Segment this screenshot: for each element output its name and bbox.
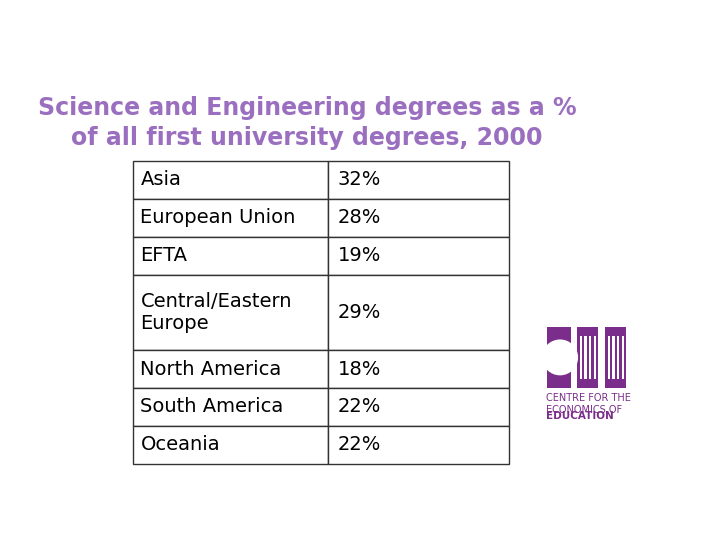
- Text: 22%: 22%: [338, 435, 381, 454]
- Bar: [557, 344, 573, 371]
- Bar: [132, 350, 328, 388]
- Text: North America: North America: [140, 360, 282, 379]
- Text: European Union: European Union: [140, 208, 296, 227]
- Text: 29%: 29%: [338, 303, 381, 322]
- Bar: [132, 199, 328, 237]
- Bar: [132, 237, 328, 274]
- Text: EFTA: EFTA: [140, 246, 187, 265]
- Text: 28%: 28%: [338, 208, 381, 227]
- Bar: [328, 274, 508, 350]
- Bar: [328, 388, 508, 426]
- Bar: [328, 426, 508, 464]
- Text: South America: South America: [140, 397, 284, 416]
- Bar: [612, 336, 615, 379]
- Bar: [328, 350, 508, 388]
- Text: EDUCATION: EDUCATION: [546, 411, 613, 421]
- Text: CENTRE FOR THE
ECONOMICS OF: CENTRE FOR THE ECONOMICS OF: [546, 393, 631, 415]
- Bar: [580, 336, 582, 379]
- Bar: [594, 336, 596, 379]
- Text: 32%: 32%: [338, 171, 381, 190]
- Circle shape: [543, 340, 577, 375]
- Bar: [621, 336, 624, 379]
- Text: Asia: Asia: [140, 171, 181, 190]
- Bar: [617, 336, 619, 379]
- Bar: [585, 336, 587, 379]
- Text: 19%: 19%: [338, 246, 381, 265]
- Bar: [328, 161, 508, 199]
- Text: 18%: 18%: [338, 360, 381, 379]
- Bar: [132, 274, 328, 350]
- Bar: [547, 327, 570, 388]
- Text: Science and Engineering degrees as a %
of all first university degrees, 2000: Science and Engineering degrees as a % o…: [37, 96, 576, 150]
- Bar: [328, 199, 508, 237]
- Bar: [132, 388, 328, 426]
- Bar: [132, 161, 328, 199]
- Bar: [328, 237, 508, 274]
- Text: Central/Eastern
Europe: Central/Eastern Europe: [140, 292, 292, 333]
- Bar: [608, 336, 610, 379]
- Text: 22%: 22%: [338, 397, 381, 416]
- Bar: [577, 327, 598, 388]
- Bar: [132, 426, 328, 464]
- Text: Oceania: Oceania: [140, 435, 220, 454]
- Bar: [605, 327, 626, 388]
- Bar: [589, 336, 591, 379]
